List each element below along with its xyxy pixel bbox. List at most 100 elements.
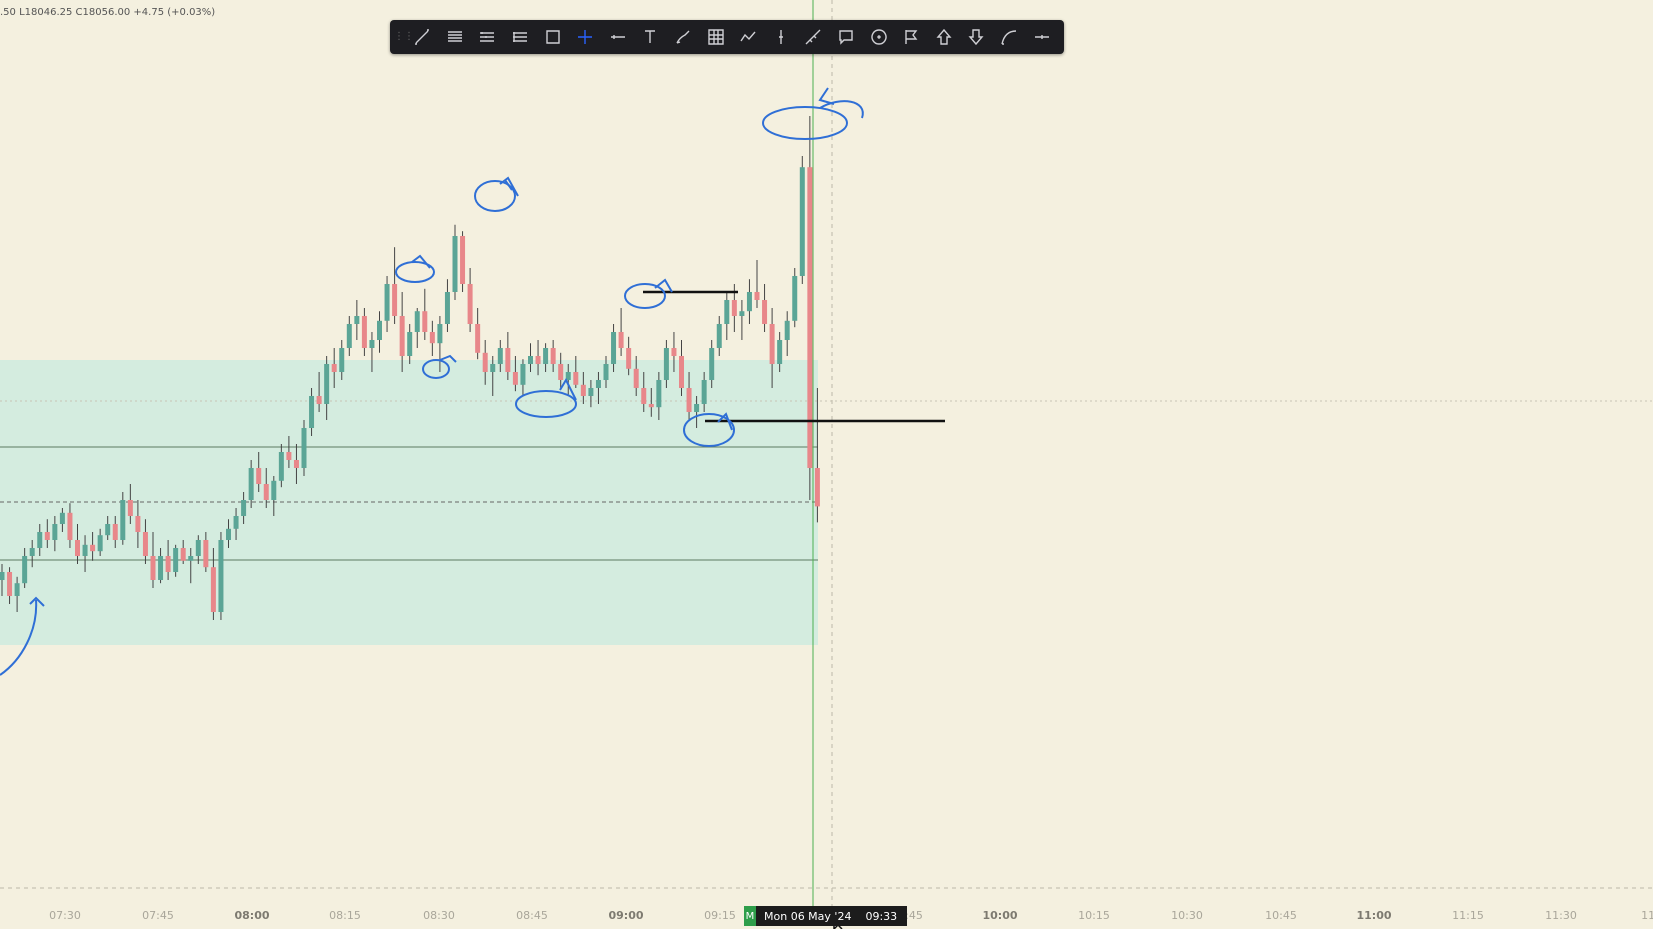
callout-tool-button[interactable]: [830, 20, 863, 54]
crosshair-tool-button[interactable]: [569, 20, 602, 54]
bull-candle: [377, 320, 382, 340]
bull-candle: [195, 540, 201, 556]
vertical-line-icon: [778, 30, 783, 44]
bear-candle: [460, 236, 466, 284]
bull-candle: [226, 528, 231, 540]
parallel-channel-tool-button[interactable]: [471, 20, 504, 54]
bull-candle: [603, 364, 609, 380]
crosshair-marker: M: [744, 906, 756, 926]
brush-tool-button[interactable]: [667, 20, 700, 54]
annotation-arrow-mid-low[interactable]: [559, 377, 577, 401]
bull-candle: [271, 480, 277, 500]
bear-candle: [142, 532, 148, 556]
drawing-toolbar: ⋮⋮: [390, 20, 1064, 54]
bull-candle: [52, 524, 58, 540]
annotation-circle-left-high[interactable]: [395, 261, 435, 283]
bull-candle: [497, 348, 503, 364]
annotation-arrow-left-high[interactable]: [411, 254, 431, 269]
bull-candle: [414, 311, 420, 332]
curve-tool-button[interactable]: [993, 20, 1026, 54]
bull-candle: [346, 324, 352, 348]
circle-tool-button[interactable]: [862, 20, 895, 54]
bull-candle: [437, 324, 443, 344]
grid-tool-button[interactable]: [699, 20, 732, 54]
bull-candle: [792, 276, 798, 321]
text-tool-button[interactable]: [634, 20, 667, 54]
bear-candle: [618, 332, 624, 348]
ohlc-readout: .50 L18046.25 C18056.00 +4.75 (+0.03%): [0, 7, 216, 18]
vertical-line-tool-button[interactable]: [765, 20, 798, 54]
extended-line-tool-button[interactable]: [797, 20, 830, 54]
horizontal-lines-tool-button[interactable]: [439, 20, 472, 54]
bull-candle: [369, 340, 375, 348]
time-axis-label: 11:15: [1452, 909, 1484, 922]
horizontal-ray-tool-button[interactable]: [602, 20, 635, 54]
time-axis-label: 11:: [1641, 909, 1653, 922]
annotation-arrow-high[interactable]: [499, 176, 519, 197]
bull-candle: [173, 548, 179, 572]
bear-candle: [475, 324, 481, 353]
annotation-circle-right-low[interactable]: [683, 413, 735, 447]
parallel-channel-icon: [480, 32, 495, 42]
path-tool-button[interactable]: [732, 20, 765, 54]
bull-candle: [709, 348, 715, 380]
trend-line-tool-button[interactable]: [406, 20, 439, 54]
crosshair-time: 09:33: [865, 909, 898, 923]
callout-icon: [839, 30, 853, 45]
annotation-arrow-right-low[interactable]: [717, 412, 733, 431]
bull-candle: [324, 364, 330, 404]
fib-retracement-tool-button[interactable]: [504, 20, 537, 54]
bull-candle: [694, 404, 700, 412]
annotation-arrow-mid-high[interactable]: [654, 278, 673, 293]
annotation-circle-left-low[interactable]: [422, 359, 450, 379]
bear-candle: [814, 468, 820, 507]
bear-candle: [392, 284, 398, 316]
time-axis[interactable]: 07:30 07:45 08:00 08:15 08:30 08:45 09:00 09:15…: [0, 884, 1653, 929]
annotation-circle-mid-low[interactable]: [515, 390, 577, 418]
bull-candle: [233, 516, 239, 529]
bull-candle: [611, 332, 617, 364]
annotation-circle-peak[interactable]: [762, 106, 848, 140]
annotation-curve-bottom-left[interactable]: [0, 596, 45, 676]
arrow-down-tool-button[interactable]: [960, 20, 993, 54]
flag-icon: [905, 30, 918, 44]
annotation-circle-high[interactable]: [474, 180, 516, 212]
flag-tool-button[interactable]: [895, 20, 928, 54]
bull-candle: [656, 380, 662, 408]
bear-candle: [679, 356, 684, 388]
bear-candle: [331, 364, 337, 372]
bear-candle: [633, 368, 639, 388]
bear-candle: [286, 452, 292, 460]
bull-candle: [784, 320, 790, 340]
more-icon: [1034, 35, 1049, 39]
bear-candle: [512, 372, 518, 385]
extended-line-icon: [805, 29, 821, 45]
bull-candle: [22, 556, 28, 584]
bear-candle: [127, 500, 133, 516]
arrow-down-icon: [968, 29, 984, 46]
annotation-arrow-left-low[interactable]: [439, 354, 457, 363]
circle-icon: [870, 29, 887, 45]
time-axis-label: 09:15: [704, 909, 736, 922]
rectangle-tool-button[interactable]: [536, 20, 569, 54]
annotation-circle-mid-high[interactable]: [624, 283, 666, 309]
drag-handle-icon[interactable]: ⋮⋮: [394, 31, 414, 42]
bear-candle: [399, 316, 405, 356]
trend-line-icon: [415, 29, 430, 45]
bear-candle: [75, 540, 80, 556]
annotation-arrow-peak[interactable]: [818, 87, 864, 119]
rectangle-icon: [545, 30, 560, 44]
bear-candle: [203, 540, 209, 568]
more-tool-button[interactable]: [1025, 20, 1058, 54]
bear-candle: [7, 572, 13, 596]
horizontal-lines-icon: [447, 31, 462, 42]
arrow-up-tool-button[interactable]: [928, 20, 961, 54]
bear-candle: [550, 348, 556, 364]
bear-candle: [769, 324, 775, 364]
bear-candle: [648, 404, 654, 408]
bear-candle: [150, 556, 156, 580]
bear-candle: [180, 548, 186, 561]
bull-candle: [565, 372, 571, 380]
bull-candle: [543, 348, 549, 364]
